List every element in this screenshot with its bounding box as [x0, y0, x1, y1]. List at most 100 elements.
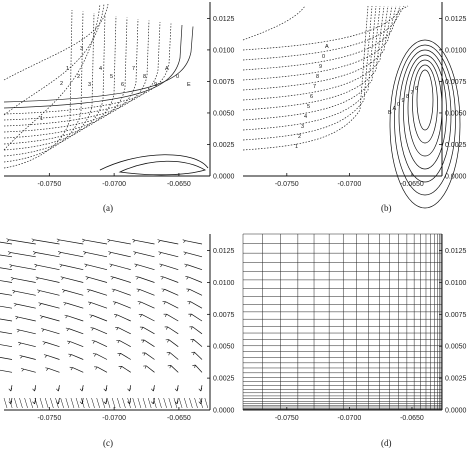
vector-arrow [111, 397, 116, 409]
vector-arrow [121, 365, 131, 373]
contour-line [412, 64, 438, 144]
caption-d: (d) [381, 438, 392, 448]
x-tick-label: -0.0700 [338, 181, 362, 188]
contour-label: A [393, 106, 397, 112]
vector-arrowhead [64, 314, 68, 319]
vector-arrowhead [59, 263, 63, 268]
contour-label: 6 [121, 82, 124, 88]
contour-label: 0 [397, 102, 400, 108]
vector-arrow [188, 276, 203, 283]
vector-arrow [173, 397, 178, 409]
vector-arrowhead [92, 353, 97, 357]
vector-arrowhead [34, 263, 38, 268]
x-tick-label: -0.0700 [102, 415, 126, 422]
y-tick-label: 0.0125 [213, 248, 235, 255]
vector-arrowhead [90, 327, 94, 331]
vector-arrowhead [187, 301, 191, 305]
vector-arrow [193, 339, 203, 347]
vector-arrowhead [142, 352, 146, 356]
y-tick-label: 0.0100 [445, 280, 467, 287]
y-tick-label: 0.0000 [213, 408, 235, 415]
vector-arrowhead [165, 339, 169, 343]
vector-arrow [13, 277, 36, 283]
vector-arrow [60, 397, 64, 409]
vector-arrowhead [164, 326, 168, 330]
vector-arrow [15, 290, 36, 296]
vector-arrow [111, 252, 131, 258]
vector-arrow [139, 289, 155, 296]
contour-label: 2 [77, 74, 80, 80]
vector-arrowhead [63, 301, 67, 306]
vector-arrowhead [19, 354, 23, 359]
vector-arrow [0, 241, 13, 245]
vector-arrow [169, 352, 179, 360]
y-tick-label: 0.0000 [445, 174, 467, 181]
vector-arrow [0, 357, 13, 360]
contour-label: 7 [411, 90, 414, 96]
vector-arrowhead [134, 263, 138, 268]
vector-arrowhead [108, 251, 112, 255]
vector-arrowhead [13, 302, 17, 307]
vector-arrow [167, 326, 179, 335]
vector-arrow [189, 397, 193, 409]
y-tick-label: 0.0025 [445, 142, 467, 149]
vector-arrowhead [7, 251, 11, 255]
contour-label: A [165, 66, 169, 72]
vector-arrow [75, 397, 80, 409]
vector-arrowhead [141, 339, 145, 343]
contour-label: 7 [132, 66, 135, 72]
vector-arrow [64, 289, 84, 296]
vector-arrow [122, 397, 126, 409]
vector-arrow [20, 342, 36, 348]
vector-plot-c: -0.0750 -0.0700 -0.0650 0.0000 0.0025 0.0050 0… [0, 234, 235, 422]
vector-arrowhead [103, 400, 108, 405]
vector-arrowhead [151, 388, 155, 392]
contour-label: 3 [80, 46, 83, 52]
vector-arrowhead [109, 263, 113, 268]
contour-line [242, 5, 369, 151]
vector-arrow [44, 397, 49, 409]
vector-arrowhead [160, 276, 164, 280]
contour-line [394, 44, 456, 196]
vector-arrowhead [6, 238, 10, 242]
vector-arrow [158, 397, 162, 409]
panel-a: -0.0750 -0.0700 -0.0650 0.0000 0.0025 0.0050 0… [0, 0, 240, 200]
contour-line [242, 5, 377, 131]
vector-arrowhead [85, 276, 89, 280]
y-tick-label: 0.0050 [213, 344, 235, 351]
vector-arrow [68, 328, 84, 335]
vector-arrow [194, 397, 198, 409]
vector-arrowhead [117, 352, 121, 357]
contour-label: 0 [322, 54, 325, 60]
vector-arrow [35, 252, 60, 258]
vector-arrow [199, 397, 203, 409]
contour-label: 4 [304, 114, 307, 120]
vector-arrow [71, 354, 84, 360]
contour-line [242, 5, 381, 121]
vector-arrow [165, 301, 179, 309]
vector-arrowhead [159, 263, 163, 268]
vector-arrow [18, 316, 36, 322]
panel-c: -0.0750 -0.0700 -0.0650 0.0000 0.0025 0.0050 0… [0, 232, 240, 432]
vector-arrow [0, 369, 13, 373]
vector-arrow [85, 252, 108, 258]
vector-arrow [39, 290, 60, 296]
vector-arrow [96, 366, 108, 373]
caption-c: (c) [103, 438, 113, 448]
contour-label: 9 [319, 64, 322, 70]
vector-arrow [120, 352, 131, 360]
contour-line [3, 23, 172, 115]
vector-arrow [142, 326, 155, 335]
vector-arrowhead [151, 400, 155, 405]
y-tick-label: 0.0100 [213, 280, 235, 287]
vector-arrowhead [20, 368, 25, 372]
x-tick-label: -0.0700 [102, 181, 126, 188]
contour-label: 5 [110, 74, 113, 80]
vector-arrow [186, 252, 203, 258]
vector-arrowhead [86, 288, 91, 293]
vector-arrowhead [39, 315, 44, 319]
vector-arrowhead [114, 314, 118, 318]
vector-arrow [65, 397, 70, 409]
vector-arrow [8, 397, 13, 409]
vector-arrowhead [112, 301, 117, 305]
